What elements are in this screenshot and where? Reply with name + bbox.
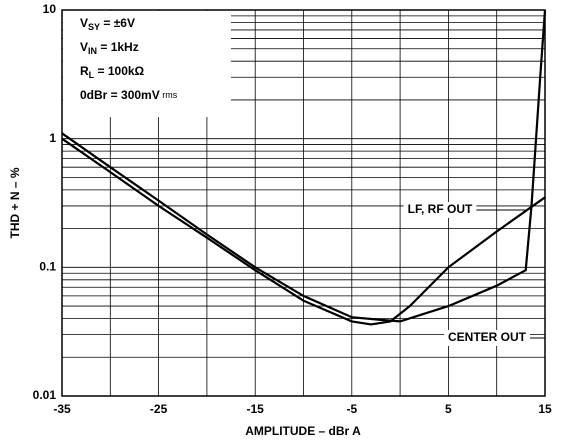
condition-text: = 100kΩ (94, 64, 144, 78)
condition-text: = ±6V (100, 16, 135, 30)
condition-subscript: L (89, 70, 95, 80)
condition-text: = 1kHz (97, 40, 139, 54)
condition: VSY = ±6V (80, 16, 135, 32)
condition: 0dBr = 300mV rms (80, 88, 178, 102)
x-tick-label: -35 (53, 402, 71, 416)
series-label: LF, RF OUT (408, 202, 473, 216)
x-tick-label: 5 (445, 402, 452, 416)
condition-text: V (80, 40, 88, 54)
x-tick-label: 15 (538, 402, 552, 416)
series-labels: LF, RF OUT CENTER OUT (403, 202, 545, 346)
condition: RL = 100kΩ (80, 64, 145, 80)
y-axis-label: THD + N – % (8, 167, 22, 238)
y-tick-label: 0.1 (39, 260, 56, 274)
series-label-bg (403, 202, 477, 218)
plot-frame (61, 9, 546, 397)
series-line (61, 137, 546, 326)
condition-text: R (80, 64, 89, 78)
series-line (61, 9, 547, 323)
condition-subscript: SY (88, 22, 100, 32)
x-tick-label: -5 (346, 402, 357, 416)
condition: VIN = 1kHz (80, 40, 139, 56)
series-label: CENTER OUT (448, 330, 527, 344)
x-tick-label: -25 (150, 402, 168, 416)
condition-text: 0dBr = 300mV (80, 88, 160, 102)
curves (61, 9, 547, 326)
x-tick-label: -15 (247, 402, 265, 416)
x-axis-label: AMPLITUDE – dBr A (245, 424, 361, 438)
series-label-bg (444, 330, 530, 346)
y-tick-label: 1 (49, 131, 56, 145)
condition-subscript: IN (88, 46, 97, 56)
y-tick-label: 10 (43, 2, 57, 16)
y-tick-label: 0.01 (33, 388, 57, 402)
conditions-box (63, 11, 231, 117)
condition-small: rms (160, 90, 178, 100)
condition-text: V (80, 16, 88, 30)
